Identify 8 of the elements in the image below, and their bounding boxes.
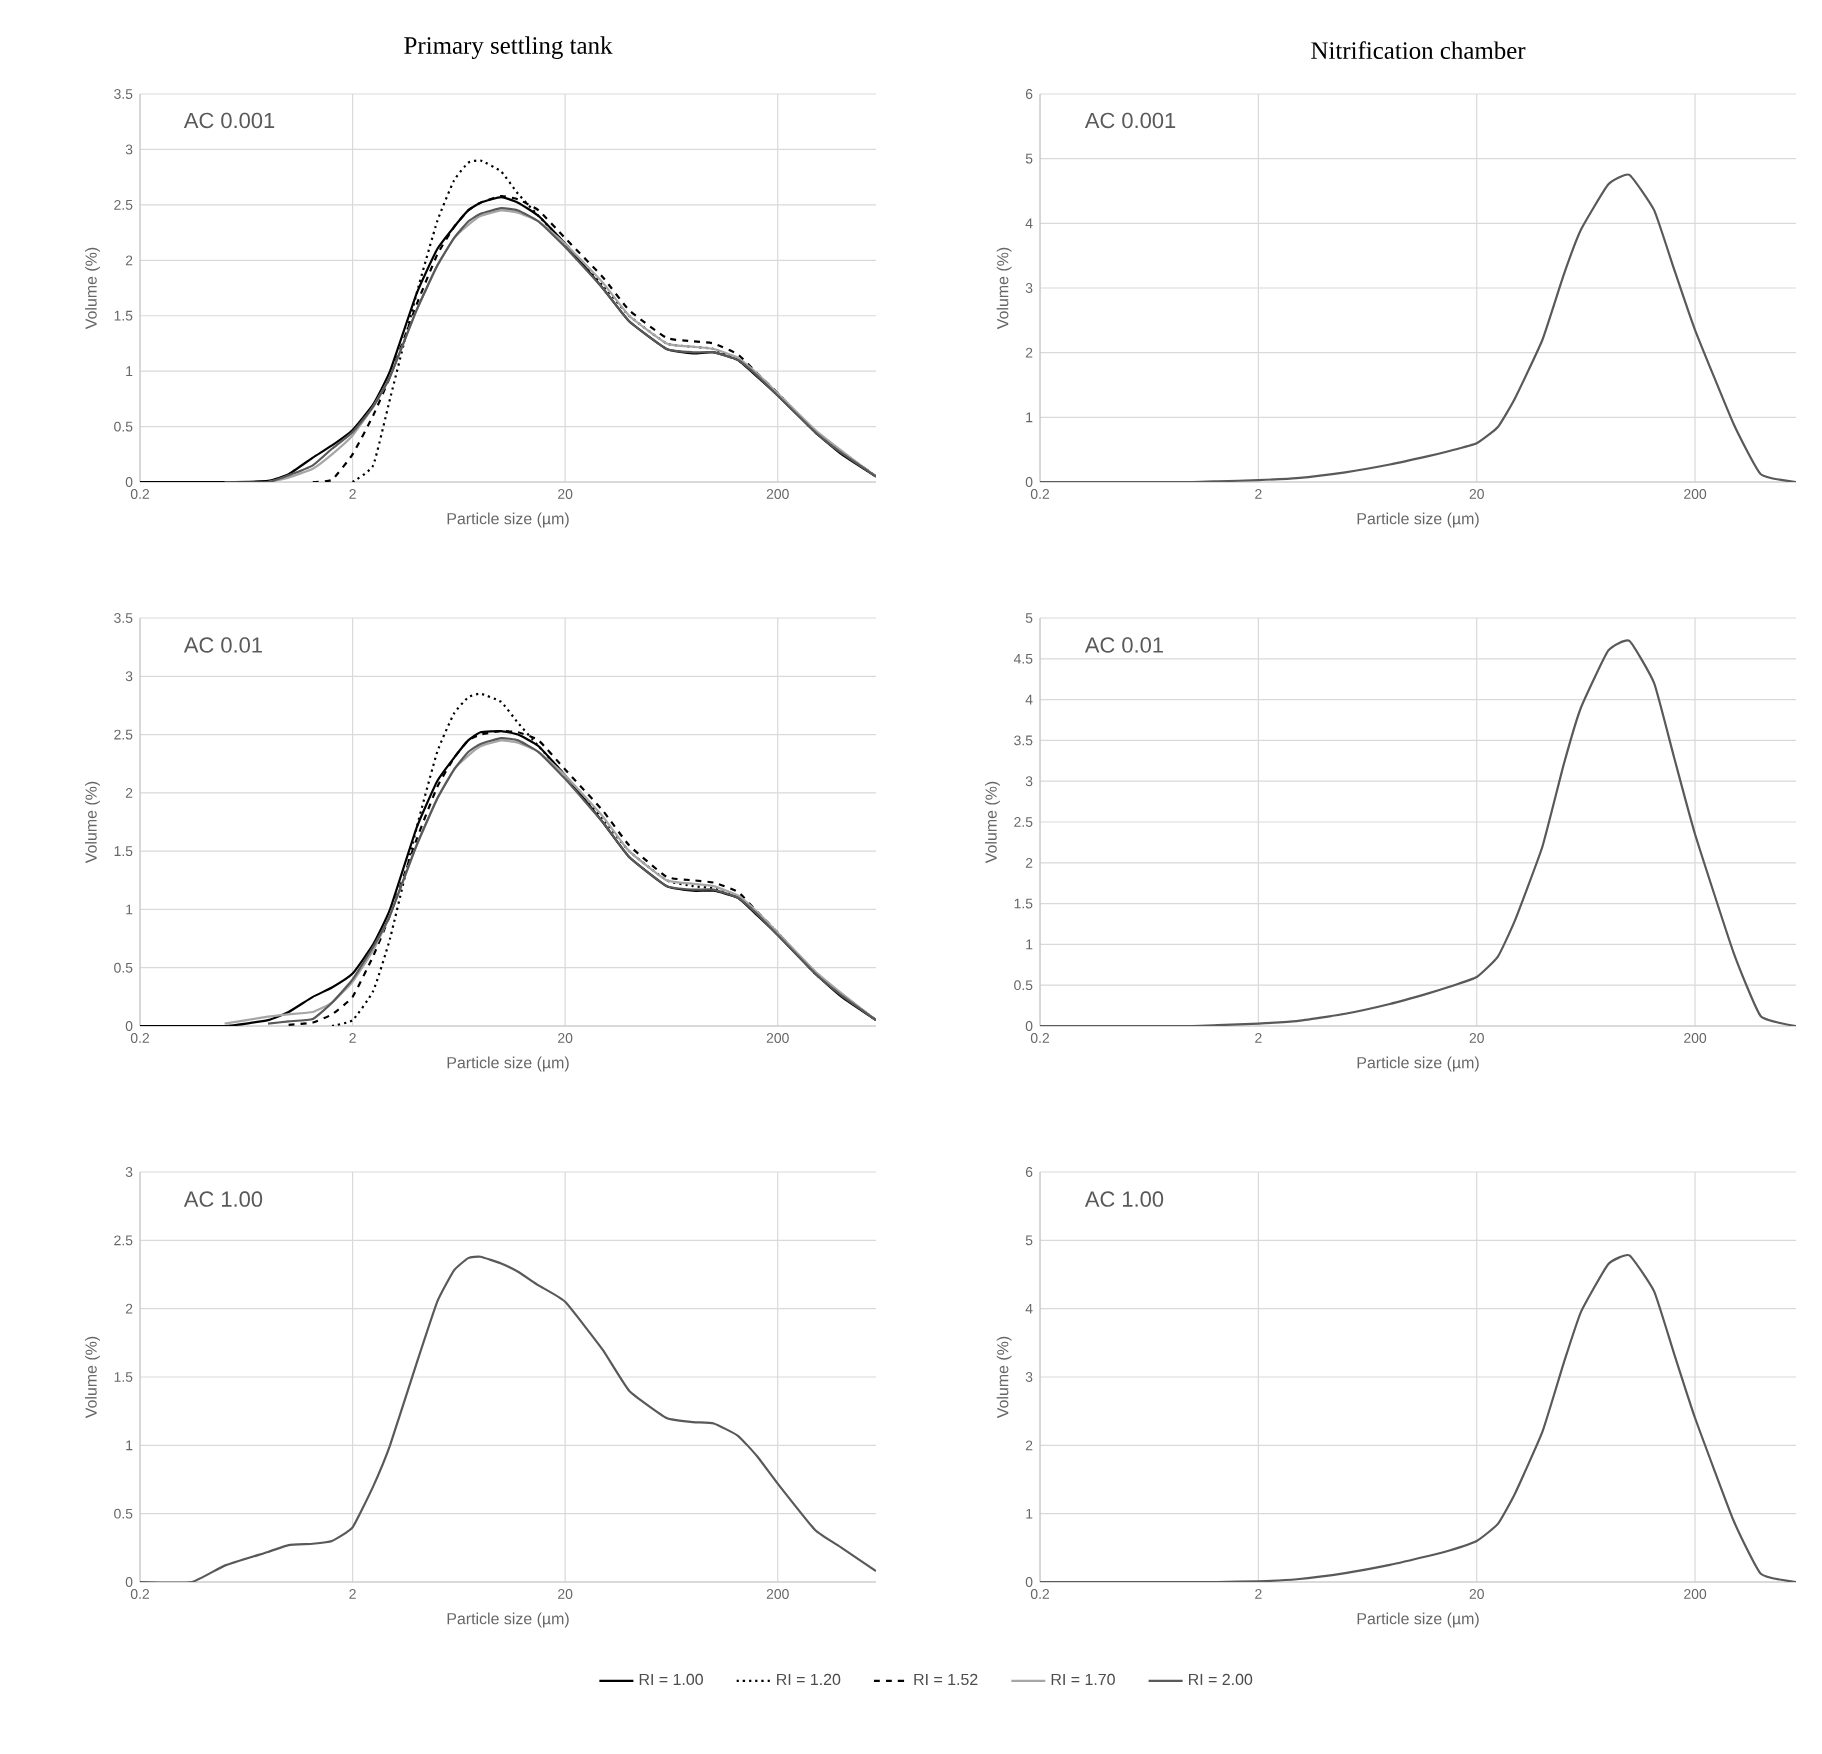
annotation: AC 1.00 [1084,1191,1164,1207]
annotation: AC 1.00 [183,1191,263,1207]
chart-title: Nitrification chamber [1311,41,1526,60]
annotation: AC 0.01 [1084,637,1163,653]
annotation: AC 0.01 [183,637,262,653]
annotation: AC 0.001 [1084,112,1176,129]
annotation: AC 0.001 [183,112,275,129]
chart-title: Primary settling tank [404,36,613,60]
